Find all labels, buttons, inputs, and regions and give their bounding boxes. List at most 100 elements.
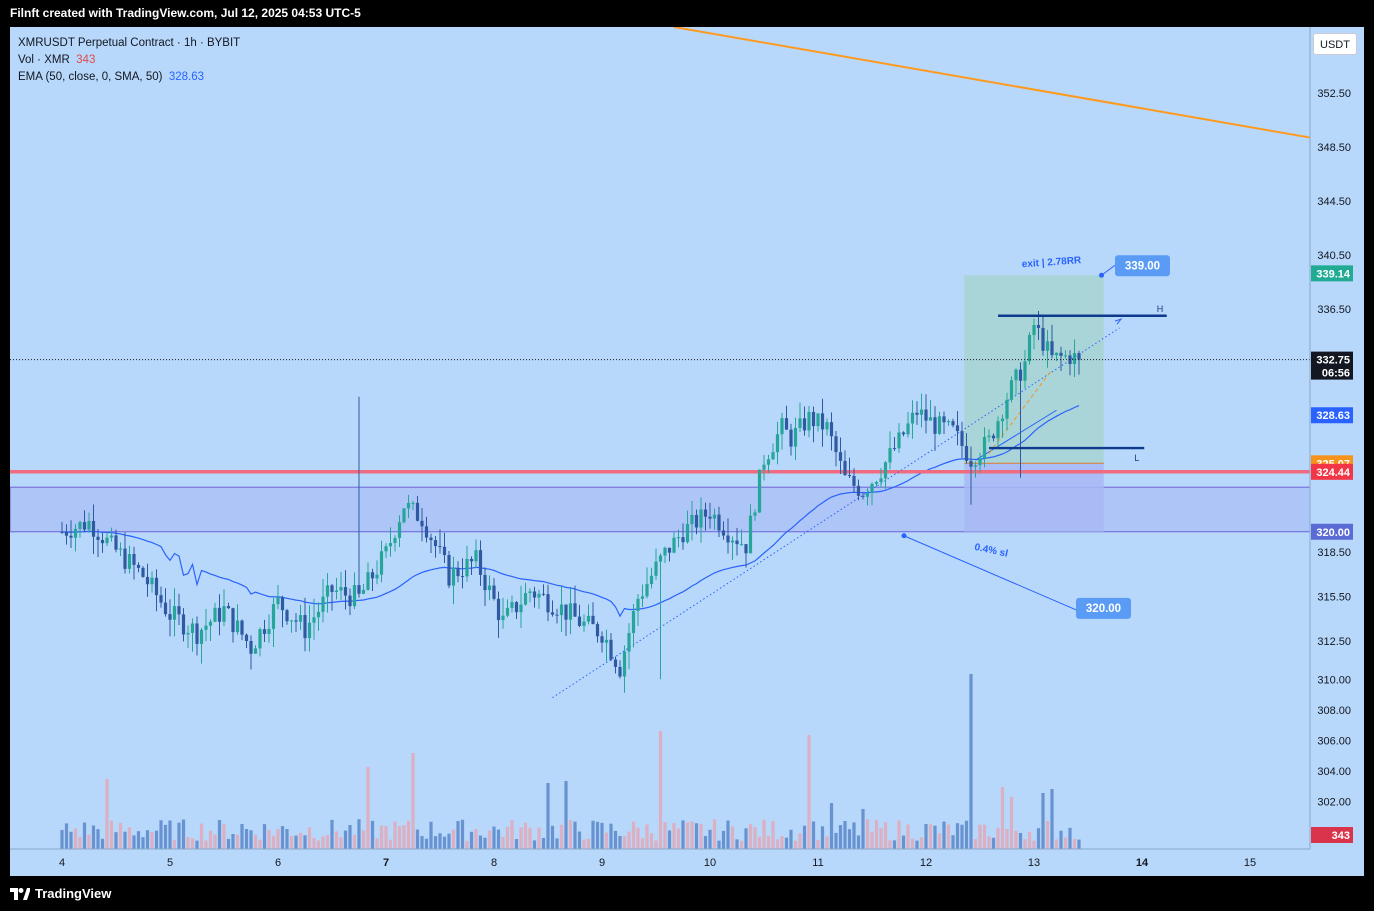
candle-body: [559, 604, 564, 616]
candle-body: [186, 632, 190, 635]
tradingview-logo[interactable]: TradingView: [10, 886, 111, 901]
legend-symbol[interactable]: XMRUSDT Perpetual Contract · 1h · BYBIT: [18, 37, 241, 49]
candle-body: [177, 606, 181, 615]
legend-ema[interactable]: EMA (50, close, 0, SMA, 50) 328.63: [18, 69, 240, 86]
candle-body: [307, 622, 312, 639]
candle-body: [573, 603, 577, 617]
volume-bar: [303, 835, 307, 849]
candle-body: [811, 411, 816, 427]
volume-bar: [60, 829, 64, 849]
candle-body: [766, 459, 771, 465]
level-label-L: L: [1134, 453, 1139, 463]
level-label-H: H: [1157, 304, 1164, 314]
volume-bar: [505, 826, 510, 849]
candle-body: [190, 623, 195, 633]
candle-body: [460, 576, 465, 578]
candle-body: [492, 585, 496, 599]
candle-body: [447, 555, 451, 586]
candle-body: [865, 493, 870, 497]
volume-bar: [924, 824, 928, 849]
volume-bar: [541, 837, 546, 849]
price-tick-label: 336.50: [1317, 304, 1351, 316]
candle-body: [204, 625, 208, 630]
candle-body: [64, 531, 69, 536]
volume-bar: [1041, 793, 1045, 849]
volume-bar: [348, 825, 352, 849]
volume-bar: [735, 839, 739, 849]
price-tick-label: 344.50: [1317, 196, 1351, 208]
currency-unit-button[interactable]: USDT: [1313, 33, 1357, 55]
volume-bar: [604, 832, 609, 849]
time-tick-label: 6: [275, 857, 281, 869]
candle-body: [789, 429, 793, 447]
volume-bar: [528, 827, 532, 849]
volume-bar: [213, 834, 217, 849]
candle-body: [910, 412, 915, 424]
legend-ema-value: 328.63: [168, 71, 205, 83]
volume-bar: [123, 831, 127, 849]
volume-bar: [946, 824, 951, 849]
candle-body: [681, 537, 685, 543]
volume-bar: [829, 803, 834, 849]
candle-body: [523, 593, 528, 605]
volume-bar: [1000, 787, 1005, 849]
volume-bar: [906, 824, 910, 849]
candle-body: [1059, 352, 1063, 356]
volume-bar: [775, 839, 780, 849]
volume-bar: [843, 821, 847, 849]
price-tick-label: 308.00: [1317, 705, 1351, 717]
attribution-text: Filnft created with TradingView.com, Jul…: [10, 6, 361, 20]
volume-bar: [465, 840, 469, 849]
volume-bar: [942, 821, 946, 849]
price-tick-label: 312.50: [1317, 636, 1351, 648]
candle-body: [690, 514, 694, 525]
candle-body: [222, 606, 226, 622]
candle-body: [928, 417, 933, 421]
volume-bar: [730, 826, 735, 849]
volume-bar: [163, 824, 168, 849]
volume-bar: [118, 822, 123, 849]
price-badge-text: 320.00: [1316, 527, 1350, 539]
price-badge: [1311, 351, 1353, 380]
price-tick-label: 348.50: [1317, 142, 1351, 154]
candle-body: [685, 524, 690, 543]
candle-body: [829, 422, 834, 437]
price-badge-text: 343: [1332, 830, 1350, 842]
volume-bar: [438, 833, 442, 849]
price-tick-label: 306.00: [1317, 735, 1351, 747]
candle-body: [303, 615, 307, 639]
volume-bar: [951, 835, 955, 849]
candle-body: [294, 620, 298, 622]
candle-body: [208, 621, 213, 626]
candle-body: [478, 550, 483, 575]
candle-body: [73, 528, 78, 538]
candle-body: [919, 409, 924, 415]
candle-body: [316, 611, 321, 618]
candle-body: [672, 537, 676, 553]
candle-body: [96, 536, 100, 540]
candle-body: [627, 633, 631, 652]
candle-body: [591, 615, 595, 625]
volume-bar: [379, 825, 384, 849]
tradingview-logo-icon: [10, 887, 30, 900]
volume-bar: [978, 824, 982, 849]
candle-body: [474, 550, 478, 562]
candle-body: [546, 594, 550, 613]
candle-body: [667, 547, 672, 553]
volume-bar: [537, 827, 541, 849]
candle-body: [618, 666, 622, 677]
candle-body: [852, 475, 856, 486]
volume-bar: [568, 820, 573, 849]
volume-bar: [339, 837, 343, 849]
volume-bar: [262, 824, 267, 849]
price-tick-label: 318.50: [1317, 547, 1351, 559]
candle-body: [321, 596, 325, 612]
volume-bar: [244, 829, 249, 849]
volume-bar: [478, 835, 483, 849]
volume-bar: [856, 835, 861, 849]
legend-volume[interactable]: Vol · XMR 343: [18, 52, 240, 69]
volume-bar: [613, 830, 618, 849]
volume-bar: [127, 827, 132, 849]
